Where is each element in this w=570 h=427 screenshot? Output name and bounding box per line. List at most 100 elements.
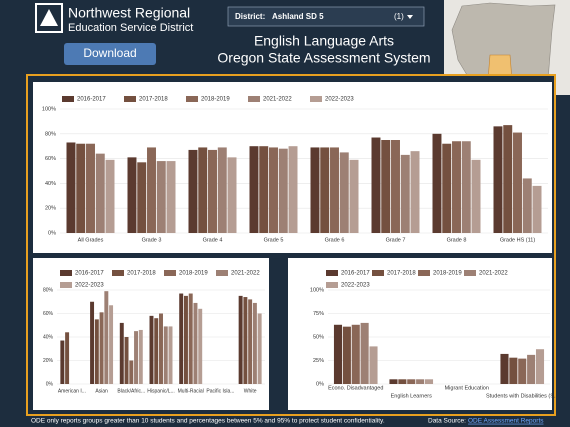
bar <box>147 147 156 233</box>
legend-label: 2017-2018 <box>387 271 416 277</box>
y-tick-label: 0% <box>48 230 56 236</box>
bar <box>461 141 471 233</box>
bar <box>349 159 359 233</box>
bar <box>105 159 115 233</box>
x-tick-label: All Grades <box>78 237 104 243</box>
bar <box>124 337 129 384</box>
bar <box>243 297 248 384</box>
y-tick-label: 25% <box>313 358 324 364</box>
legend-swatch <box>248 96 260 102</box>
bar <box>163 326 168 384</box>
bar <box>360 322 369 384</box>
bar <box>532 185 542 233</box>
bar <box>522 178 532 233</box>
download-button[interactable] <box>64 43 156 65</box>
bar <box>238 295 243 384</box>
bar <box>168 326 173 384</box>
bar <box>369 346 378 384</box>
legend-swatch <box>186 96 198 102</box>
y-tick-label: 0% <box>46 381 54 387</box>
bar <box>339 152 349 233</box>
x-tick-label: White <box>244 388 257 394</box>
bar <box>134 331 139 384</box>
legend-label: 2017-2018 <box>139 97 168 103</box>
bar <box>65 332 70 384</box>
legend-label: 2016-2017 <box>75 271 104 277</box>
bar <box>509 357 518 384</box>
y-tick-label: 100% <box>42 106 56 112</box>
org-name: Education Service District <box>68 22 193 34</box>
logo-mark <box>40 9 58 26</box>
legend-label: 2022-2023 <box>75 283 104 289</box>
bar <box>333 324 343 384</box>
bar <box>208 149 217 233</box>
x-tick-label: Grade 4 <box>203 237 223 243</box>
legend-label: 2021-2022 <box>263 97 292 103</box>
bar <box>109 305 114 384</box>
footer-note: ODE only reports groups greater than 10 … <box>31 418 385 425</box>
legend-swatch <box>124 96 136 102</box>
legend-swatch <box>464 270 476 276</box>
legend-label: 2017-2018 <box>127 271 156 277</box>
y-tick-label: 0% <box>316 381 324 387</box>
y-tick-label: 20% <box>43 358 54 364</box>
legend-label: 2022-2023 <box>341 283 370 289</box>
bar <box>188 293 193 384</box>
legend-swatch <box>418 270 430 276</box>
state-shape <box>451 2 556 81</box>
district-value[interactable]: Ashland SD 5 <box>272 12 324 21</box>
bar <box>193 302 198 384</box>
x-tick-label: Multi-Racial <box>178 388 204 394</box>
x-tick-label: Migrant Education <box>445 385 489 391</box>
legend-swatch <box>372 270 384 276</box>
legend-swatch <box>112 270 124 276</box>
bar <box>518 358 527 384</box>
x-tick-label: Grade 3 <box>142 237 162 243</box>
x-tick-label: Grade 8 <box>447 237 467 243</box>
bar <box>179 293 184 384</box>
bar <box>503 125 513 233</box>
bar <box>407 379 416 384</box>
bar <box>217 147 227 233</box>
x-tick-label: Econo. Disadvantaged <box>328 385 383 391</box>
bar <box>330 147 339 233</box>
legend-label: 2016-2017 <box>341 271 370 277</box>
bar <box>99 312 104 384</box>
bar <box>424 379 434 384</box>
bar <box>400 154 410 233</box>
legend-swatch <box>326 270 338 276</box>
bar <box>410 151 420 233</box>
y-tick-label: 40% <box>45 181 56 187</box>
page-title: English Language Arts <box>254 33 394 49</box>
bar <box>154 318 159 384</box>
bar <box>471 159 481 233</box>
x-tick-label: Grade 6 <box>325 237 345 243</box>
bar <box>129 360 134 384</box>
bar <box>257 313 262 384</box>
y-tick-label: 80% <box>45 131 56 137</box>
bar <box>76 143 86 233</box>
bar <box>166 161 176 233</box>
bar <box>320 147 330 233</box>
bar <box>259 146 269 233</box>
x-tick-label: Asian <box>95 388 108 394</box>
legend-swatch <box>164 270 176 276</box>
bar <box>104 291 109 384</box>
district-dropdown[interactable] <box>227 6 425 27</box>
bar <box>432 133 442 233</box>
bar <box>342 326 351 384</box>
bar <box>119 322 124 384</box>
download-label[interactable]: Download <box>83 46 136 60</box>
x-tick-label: American I... <box>58 388 86 394</box>
legend-label: 2018-2019 <box>201 97 230 103</box>
legend-label: 2021-2022 <box>231 271 260 277</box>
source-link[interactable]: ODE Assessment Reports <box>468 418 544 425</box>
bar <box>249 146 259 233</box>
bar <box>500 353 509 384</box>
district-count: (1) <box>394 12 404 21</box>
bar <box>95 153 105 233</box>
bar <box>269 147 278 233</box>
bar <box>535 349 545 384</box>
